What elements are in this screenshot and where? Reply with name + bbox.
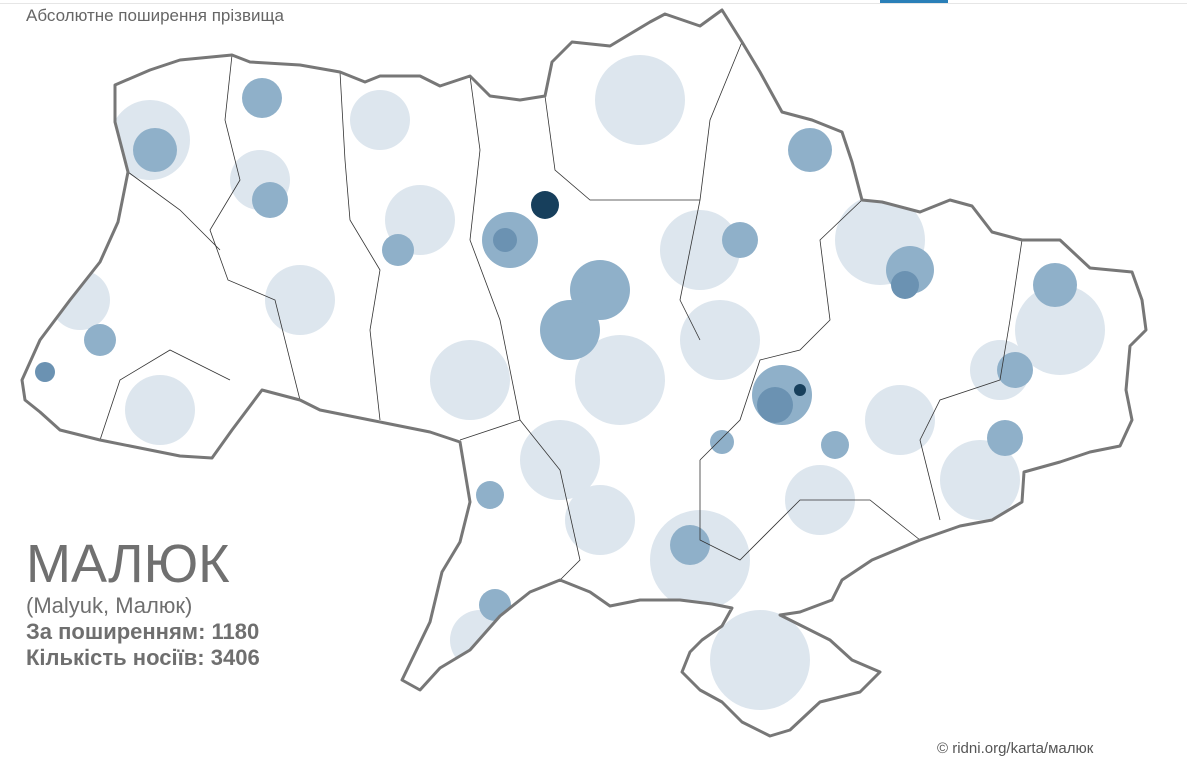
district-low[interactable] [595,55,685,145]
district-medium[interactable] [479,589,511,621]
district-medium[interactable] [84,324,116,356]
district-medium[interactable] [997,352,1033,388]
surname-title: МАЛЮК [26,534,230,594]
oblast-border-line [99,349,231,441]
district-medium[interactable] [540,300,600,360]
oblast-border-line [339,71,381,421]
surname-info: МАЛЮК (Malyuk, Малюк) За поширенням: 118… [26,535,260,671]
district-max[interactable] [794,384,806,396]
district-medium[interactable] [722,222,758,258]
district-shading [35,55,1105,710]
oblast-border-line [519,419,581,581]
district-low[interactable] [1015,285,1105,375]
oblast-borders [99,41,1023,581]
district-low[interactable] [265,265,335,335]
district-medium[interactable] [252,182,288,218]
district-medium[interactable] [670,525,710,565]
oblast-border-line [679,41,743,341]
district-medium[interactable] [987,420,1023,456]
district-high[interactable] [493,228,517,252]
district-medium[interactable] [710,430,734,454]
source-credit[interactable]: © ridni.org/karta/малюк [937,740,1094,757]
country-border [20,8,1148,738]
district-high[interactable] [891,271,919,299]
count-line: Кількість носіїв: 3406 [26,645,260,670]
district-low[interactable] [125,375,195,445]
district-low[interactable] [940,440,1020,520]
district-low[interactable] [710,610,810,710]
district-medium[interactable] [1033,263,1077,307]
district-medium[interactable] [788,128,832,172]
top-divider [0,3,1187,4]
active-tab-indicator[interactable] [880,0,948,3]
oblast-border-line [127,171,221,251]
oblast-border-line [919,239,1023,521]
district-low[interactable] [575,335,665,425]
district-low[interactable] [565,485,635,555]
district-high[interactable] [757,387,793,423]
surname-variants: (Malyuk, Малюк) [26,593,193,618]
district-max[interactable] [531,191,559,219]
district-low[interactable] [680,300,760,380]
oblast-border-line [209,54,301,401]
oblast-border-line [544,95,700,201]
oblast-border-line [699,199,863,461]
district-medium[interactable] [821,431,849,459]
oblast-border-line [459,75,521,441]
district-low[interactable] [660,210,740,290]
district-low[interactable] [865,385,935,455]
oblast-border-line [699,460,921,561]
district-low[interactable] [50,270,110,330]
district-low[interactable] [430,340,510,420]
rank-line: За поширенням: 1180 [26,619,260,644]
map-subtitle: Абсолютне поширення прізвища [26,6,284,25]
district-low[interactable] [520,420,600,500]
district-medium[interactable] [133,128,177,172]
district-high[interactable] [35,362,55,382]
district-medium[interactable] [242,78,282,118]
district-low[interactable] [350,90,410,150]
district-medium[interactable] [382,234,414,266]
district-medium[interactable] [476,481,504,509]
